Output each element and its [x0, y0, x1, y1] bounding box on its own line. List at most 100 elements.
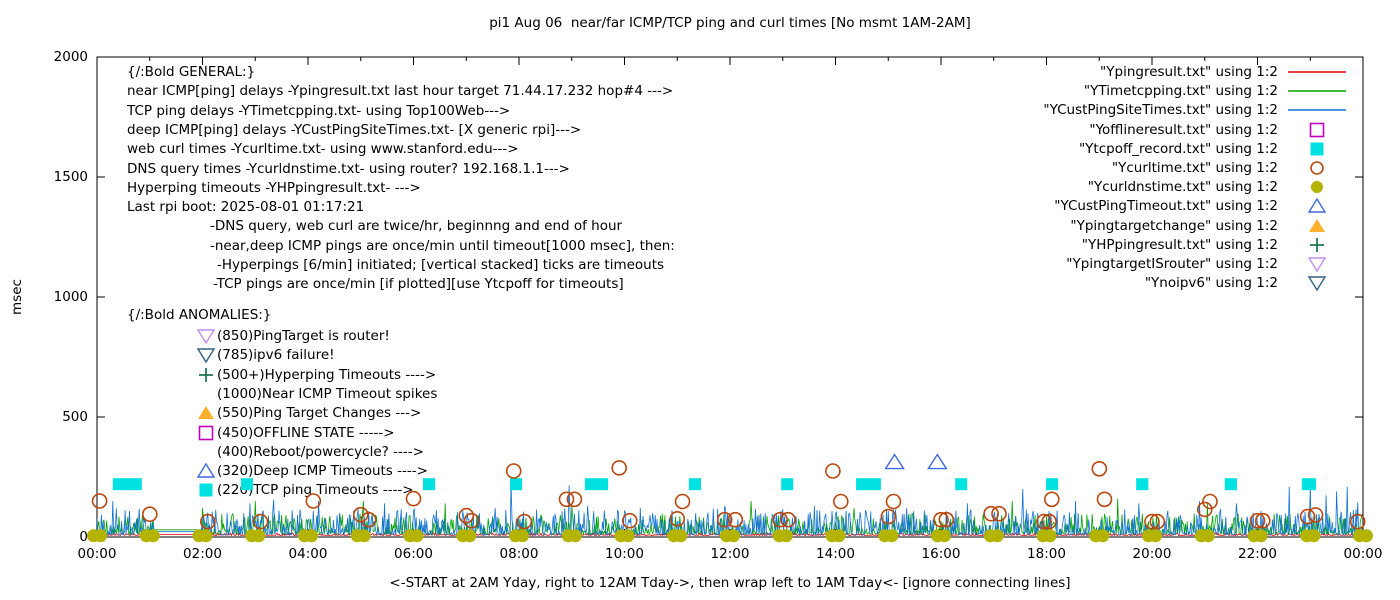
legend-circle-filled-icon	[1286, 179, 1348, 199]
dns-time-dot-icon	[568, 529, 582, 543]
dns-time-dot-icon	[509, 529, 522, 543]
dns-time-dot-icon	[990, 529, 1004, 543]
x-tick-label: 00:00	[77, 546, 117, 562]
dns-time-dot-icon	[825, 529, 839, 543]
dns-time-dot-icon	[885, 529, 899, 543]
tcp-timeout-square-icon	[1046, 478, 1059, 491]
dns-time-dot-icon	[1300, 529, 1314, 543]
legend-triangle-up-filled-icon	[1286, 218, 1348, 238]
legend-triangle-up-open-icon	[1286, 198, 1348, 218]
curl-time-circle-icon	[1091, 460, 1108, 477]
general-annotation-line: web curl times -Ycurltime.txt- using www…	[127, 141, 519, 158]
tcp-timeout-square-icon	[584, 478, 609, 491]
dns-time-dot-icon	[1036, 529, 1050, 543]
deep-icmp-timeout-triangle-icon	[927, 453, 948, 470]
dns-time-dot-icon	[1043, 529, 1057, 543]
legend-triangle-down-open-icon	[1286, 256, 1348, 276]
legend-label: "YTimetcpping.txt" using 1:2	[1083, 83, 1278, 100]
curl-time-circle-icon	[360, 511, 377, 528]
dns-time-dot-icon	[192, 529, 206, 543]
y-tick-label: 0	[79, 529, 88, 545]
dns-time-dot-icon	[94, 529, 107, 543]
dns-time-dot-icon	[727, 529, 740, 543]
x-tick-label: 02:00	[183, 546, 222, 562]
x-tick-label: 16:00	[921, 546, 961, 562]
curl-time-circle-icon	[566, 491, 583, 508]
dns-time-dot-icon	[139, 529, 153, 543]
anomaly-annotation-line: (320)Deep ICMP Timeouts ---->	[217, 463, 428, 480]
legend-square-open-icon	[1286, 122, 1348, 142]
curl-time-circle-icon	[558, 491, 575, 508]
plot-line-YTimetcpping.txt	[97, 498, 1363, 536]
anomaly-square-filled-icon	[197, 482, 215, 502]
dns-time-dot-icon	[674, 529, 688, 543]
dns-time-dot-icon	[561, 529, 575, 543]
dns-time-dot-icon	[1307, 529, 1321, 543]
dns-time-dot-icon	[516, 529, 529, 543]
legend-label: "YCustPingSiteTimes.txt" using 1:2	[1043, 102, 1278, 119]
anomaly-triangle-up-filled-icon	[197, 405, 215, 425]
curl-time-circle-icon	[1197, 501, 1213, 518]
dns-time-dot-icon	[614, 529, 628, 543]
anomaly-annotation-line: (500+)Hyperping Timeouts ---->	[217, 366, 437, 383]
dns-time-dot-icon	[410, 529, 424, 543]
dns-time-dot-icon	[1149, 529, 1162, 543]
anomaly-annotation-line: (550)Ping Target Changes --->	[217, 405, 422, 422]
dns-time-dot-icon	[1089, 529, 1103, 543]
curl-time-circle-icon	[1149, 513, 1166, 530]
dns-time-dot-icon	[1096, 529, 1110, 543]
legend-square-filled-icon	[1286, 141, 1348, 161]
anomaly-annotation-line: (850)PingTarget is router!	[217, 328, 390, 344]
curl-time-circle-icon	[516, 513, 533, 530]
legend-label: "Yofflineresult.txt" using 1:2	[1089, 121, 1278, 138]
anomaly-annotation-line: (785)ipv6 failure!	[217, 347, 335, 364]
dns-time-dot-icon	[87, 529, 100, 543]
general-annotation-line: Last rpi boot: 2025-08-01 01:17:21	[127, 199, 365, 216]
dns-time-dot-icon	[667, 529, 681, 543]
curl-time-circle-icon	[458, 507, 475, 524]
curl-time-circle-icon	[621, 512, 638, 529]
curl-time-circle-icon	[1096, 491, 1113, 508]
anomalies-header: {/:Bold ANOMALIES:}	[127, 307, 272, 323]
dns-time-dot-icon	[1142, 529, 1155, 543]
curl-time-circle-icon	[825, 463, 841, 479]
legend-label: "YCustPingTimeout.txt" using 1:2	[1054, 198, 1278, 215]
y-tick-label: 1000	[53, 289, 88, 305]
dns-time-dot-icon	[621, 529, 635, 543]
general-annotation-line: TCP ping delays -YTimetcpping.txt- using…	[127, 102, 511, 119]
curl-time-circle-icon	[772, 511, 788, 528]
dns-time-dot-icon	[1254, 529, 1268, 543]
legend-line-icon	[1286, 102, 1348, 122]
curl-time-circle-icon	[611, 460, 628, 476]
curl-time-circle-icon	[1144, 513, 1160, 530]
anomaly-triangle-down-open-icon	[196, 347, 216, 367]
legend-label: "YHPpingresult.txt" using 1:2	[1081, 236, 1278, 253]
dns-time-dot-icon	[720, 529, 733, 543]
legend-label: "YpingtargetISrouter" using 1:2	[1066, 256, 1278, 272]
x-tick-label: 10:00	[605, 546, 644, 562]
legend-line-icon	[1286, 64, 1348, 84]
anomaly-annotation-line: (400)Reboot/powercycle? ---->	[217, 443, 424, 460]
y-tick-label: 2000	[53, 49, 88, 65]
tcp-timeout-square-icon	[1301, 478, 1316, 491]
dns-time-dot-icon	[1201, 529, 1215, 543]
general-annotation-line: {/:Bold GENERAL:}	[127, 64, 256, 80]
curl-time-circle-icon	[674, 493, 691, 510]
dns-time-dot-icon	[1360, 529, 1373, 543]
curl-time-circle-icon	[1249, 512, 1266, 529]
x-tick-label: 00:00	[1343, 546, 1383, 562]
curl-time-circle-icon	[1299, 508, 1316, 525]
curl-time-circle-icon	[933, 511, 949, 528]
legend-label: "Ynoipv6" using 1:2	[1144, 275, 1278, 292]
dns-time-dot-icon	[357, 529, 371, 543]
curl-time-circle-icon	[200, 513, 216, 530]
legend-circle-open-icon	[1286, 160, 1348, 180]
x-tick-label: 18:00	[1027, 546, 1066, 562]
curl-time-circle-icon	[727, 511, 744, 528]
dns-time-dot-icon	[983, 529, 997, 543]
anomaly-square-open-icon	[197, 425, 215, 445]
dns-time-dot-icon	[403, 529, 417, 543]
curl-time-circle-icon	[669, 510, 686, 527]
tcp-timeout-square-icon	[1136, 478, 1149, 491]
tcp-timeout-square-icon	[856, 478, 881, 491]
